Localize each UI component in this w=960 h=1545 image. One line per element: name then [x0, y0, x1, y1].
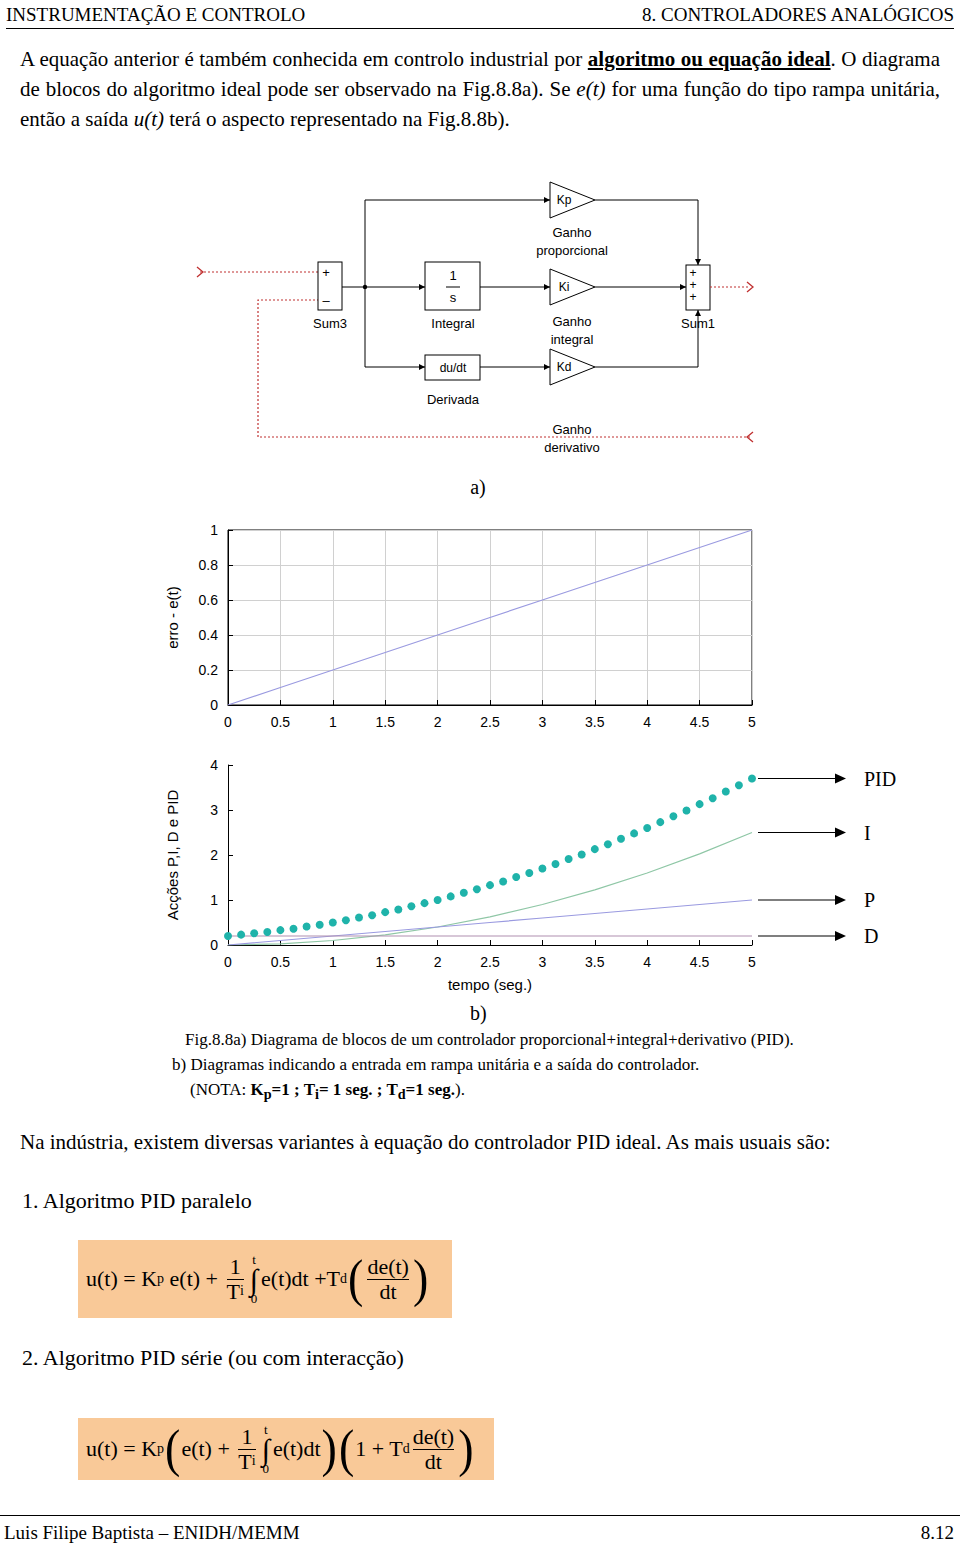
svg-text:0: 0: [224, 954, 232, 970]
svg-text:a): a): [470, 476, 486, 499]
html-text:0: 0: [262, 1460, 269, 1476]
svg-text:derivativo: derivativo: [544, 440, 600, 455]
svg-text:0.5: 0.5: [271, 714, 291, 730]
svg-text:Kd: Kd: [557, 360, 572, 374]
svg-text:4: 4: [643, 954, 651, 970]
svg-text:0: 0: [210, 697, 218, 713]
svg-text:2.5: 2.5: [480, 714, 500, 730]
svg-text:Ganho: Ganho: [552, 225, 591, 240]
svg-text:Derivada: Derivada: [427, 392, 480, 407]
svg-text:5: 5: [748, 954, 756, 970]
html-text:u(t) = Kp: u(t) = Kp: [86, 1436, 165, 1461]
svg-text:1: 1: [329, 954, 337, 970]
svg-text:0.5: 0.5: [271, 954, 291, 970]
svg-text:3.5: 3.5: [585, 714, 605, 730]
svg-text:–: –: [322, 293, 330, 308]
html-text:t: t: [264, 1421, 268, 1437]
svg-text:Ki: Ki: [559, 280, 570, 294]
svg-text:Acções P,I, D e PID: Acções P,I, D e PID: [164, 790, 181, 921]
svg-text:P: P: [864, 889, 875, 911]
svg-text:3: 3: [539, 954, 547, 970]
svg-text:Ganho: Ganho: [552, 314, 591, 329]
svg-text:+: +: [689, 290, 696, 304]
html-text:0: 0: [250, 1290, 258, 1306]
svg-text:2: 2: [434, 714, 442, 730]
svg-text:3.5: 3.5: [585, 954, 605, 970]
html-text:t: t: [252, 1251, 256, 1267]
svg-text:3: 3: [539, 714, 547, 730]
html-text:dt: dt: [424, 1448, 442, 1474]
html-text:INSTRUMENTAÇÃO E CONTROLO: INSTRUMENTAÇÃO E CONTROLO: [6, 4, 306, 25]
html-text:e(t)dt: e(t)dt: [272, 1436, 321, 1461]
svg-text:tempo (seg.): tempo (seg.): [448, 976, 532, 993]
html-text:de(t): de(t): [367, 1254, 409, 1280]
svg-text:2.5: 2.5: [480, 954, 500, 970]
html-text:b): b): [470, 1002, 487, 1024]
html-text:(NOTA: Kp=1 ; Ti= 1 seg. ; Td=: (NOTA: Kp=1 ; Ti= 1 seg. ; Td=1 seg.).: [190, 1080, 465, 1103]
svg-text:du/dt: du/dt: [440, 361, 467, 375]
svg-text:4: 4: [210, 757, 218, 773]
svg-text:Integral: Integral: [431, 316, 474, 331]
svg-text:0.2: 0.2: [199, 662, 219, 678]
svg-text:1.5: 1.5: [375, 714, 395, 730]
html-text:Fig.8.8a) Diagrama de blocos d: Fig.8.8a) Diagrama de blocos de um contr…: [185, 1030, 794, 1049]
html-text:e(t)dt +Td: e(t)dt +Td: [261, 1266, 348, 1291]
html-text:1. Algoritmo PID paralelo: 1. Algoritmo PID paralelo: [22, 1188, 252, 1213]
svg-text:0.8: 0.8: [199, 557, 219, 573]
html-text:Ti: Ti: [238, 1448, 256, 1474]
svg-text:1.5: 1.5: [375, 954, 395, 970]
html-text:Ti: Ti: [226, 1278, 244, 1304]
svg-text:integral: integral: [551, 332, 594, 347]
svg-text:1: 1: [329, 714, 337, 730]
svg-text:0.4: 0.4: [199, 627, 219, 643]
svg-text:4.5: 4.5: [690, 954, 710, 970]
html-text:dt: dt: [379, 1278, 397, 1304]
svg-text:3: 3: [210, 802, 218, 818]
svg-text:Sum1: Sum1: [681, 316, 715, 331]
svg-text:+: +: [322, 265, 330, 280]
html-text:e(t) + 1: e(t) + 1: [181, 1424, 253, 1461]
svg-text:Kp: Kp: [557, 193, 572, 207]
svg-text:PID: PID: [864, 768, 896, 790]
html-text:8.12: 8.12: [920, 1522, 954, 1543]
svg-text:1: 1: [210, 892, 218, 908]
html-text:A equação anterior é também co: A equação anterior é também conhecida em…: [20, 47, 940, 131]
svg-text:1: 1: [449, 268, 456, 283]
html-text:u(t) = Kpe(t) + 1: u(t) = Kpe(t) + 1: [86, 1254, 241, 1291]
svg-text:Ganho: Ganho: [552, 422, 591, 437]
svg-text:0: 0: [210, 937, 218, 953]
html-text:Luis Filipe Baptista – ENIDH/M: Luis Filipe Baptista – ENIDH/MEMM: [4, 1522, 300, 1543]
svg-text:2: 2: [434, 954, 442, 970]
svg-text:D: D: [864, 925, 878, 947]
svg-text:5: 5: [748, 714, 756, 730]
svg-text:0: 0: [224, 714, 232, 730]
svg-text:0.6: 0.6: [199, 592, 219, 608]
svg-text:4: 4: [643, 714, 651, 730]
svg-text:1: 1: [210, 522, 218, 538]
svg-text:4.5: 4.5: [690, 714, 710, 730]
html-text:b) Diagramas indicando a entra: b) Diagramas indicando a entrada em ramp…: [172, 1055, 700, 1074]
html-text:2. Algoritmo PID série (ou com: 2. Algoritmo PID série (ou com interacçã…: [22, 1345, 404, 1370]
svg-text:Sum3: Sum3: [313, 316, 347, 331]
svg-text:2: 2: [210, 847, 218, 863]
html-text:Na indústria, existem diversas: Na indústria, existem diversas variantes…: [20, 1130, 831, 1154]
svg-text:I: I: [864, 822, 871, 844]
html-text:8. CONTROLADORES ANALÓGICOS: 8. CONTROLADORES ANALÓGICOS: [642, 4, 954, 25]
html-text:1 + Tdde(t): 1 + Tdde(t): [355, 1424, 455, 1461]
svg-text:proporcional: proporcional: [536, 243, 608, 258]
svg-text:erro - e(t): erro - e(t): [164, 586, 181, 649]
svg-text:s: s: [450, 290, 457, 305]
